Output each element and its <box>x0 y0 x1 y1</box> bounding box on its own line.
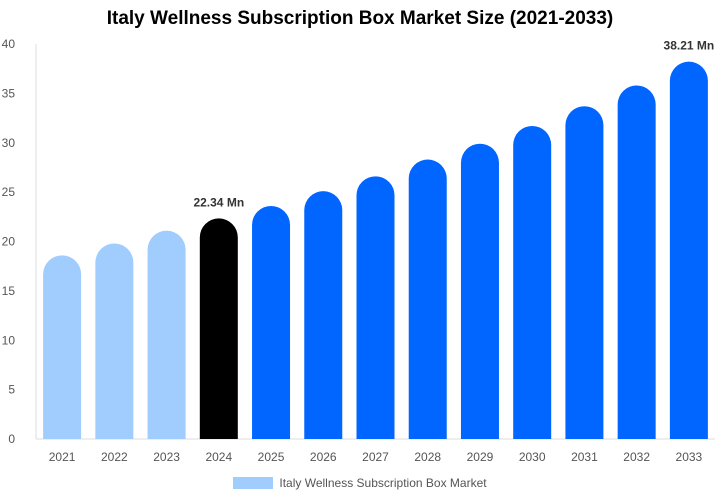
data-label: 22.34 Mn <box>193 195 244 209</box>
x-tick-label: 2025 <box>258 450 285 464</box>
y-tick-label: 30 <box>2 136 16 150</box>
data-label: 38.21 Mn <box>664 39 715 53</box>
x-tick-label: 2027 <box>362 450 389 464</box>
y-tick-label: 25 <box>2 185 16 199</box>
y-tick-label: 20 <box>2 235 16 249</box>
x-tick-label: 2022 <box>101 450 128 464</box>
y-tick-label: 5 <box>8 383 15 397</box>
bar-2024 <box>199 218 238 439</box>
bar-2027 <box>356 176 395 439</box>
bar-2022 <box>95 243 134 439</box>
bar-2032 <box>617 85 656 439</box>
bar-2033 <box>669 61 708 440</box>
bar-2030 <box>513 125 552 439</box>
bar-2023 <box>147 230 186 439</box>
legend-label: Italy Wellness Subscription Box Market <box>279 476 487 490</box>
bar-2026 <box>304 191 343 439</box>
bar-2029 <box>460 143 499 439</box>
y-tick-label: 15 <box>2 284 16 298</box>
legend-swatch <box>233 477 274 489</box>
x-tick-label: 2023 <box>153 450 180 464</box>
x-tick-label: 2024 <box>205 450 232 464</box>
x-tick-label: 2032 <box>623 450 650 464</box>
bar-2031 <box>565 106 604 440</box>
x-tick-label: 2031 <box>571 450 598 464</box>
bar-2021 <box>43 255 82 439</box>
y-tick-label: 35 <box>2 86 16 100</box>
x-tick-label: 2026 <box>310 450 337 464</box>
bar-2025 <box>252 205 291 439</box>
legend[interactable]: Italy Wellness Subscription Box Market <box>0 476 720 490</box>
y-tick-label: 40 <box>2 37 16 51</box>
x-tick-label: 2030 <box>519 450 546 464</box>
x-tick-label: 2021 <box>49 450 76 464</box>
y-tick-label: 10 <box>2 333 16 347</box>
x-tick-label: 2028 <box>414 450 441 464</box>
y-tick-label: 0 <box>8 432 15 446</box>
x-tick-label: 2033 <box>676 450 703 464</box>
bar-2028 <box>408 159 447 439</box>
chart-title: Italy Wellness Subscription Box Market S… <box>106 8 614 29</box>
x-tick-label: 2029 <box>467 450 494 464</box>
